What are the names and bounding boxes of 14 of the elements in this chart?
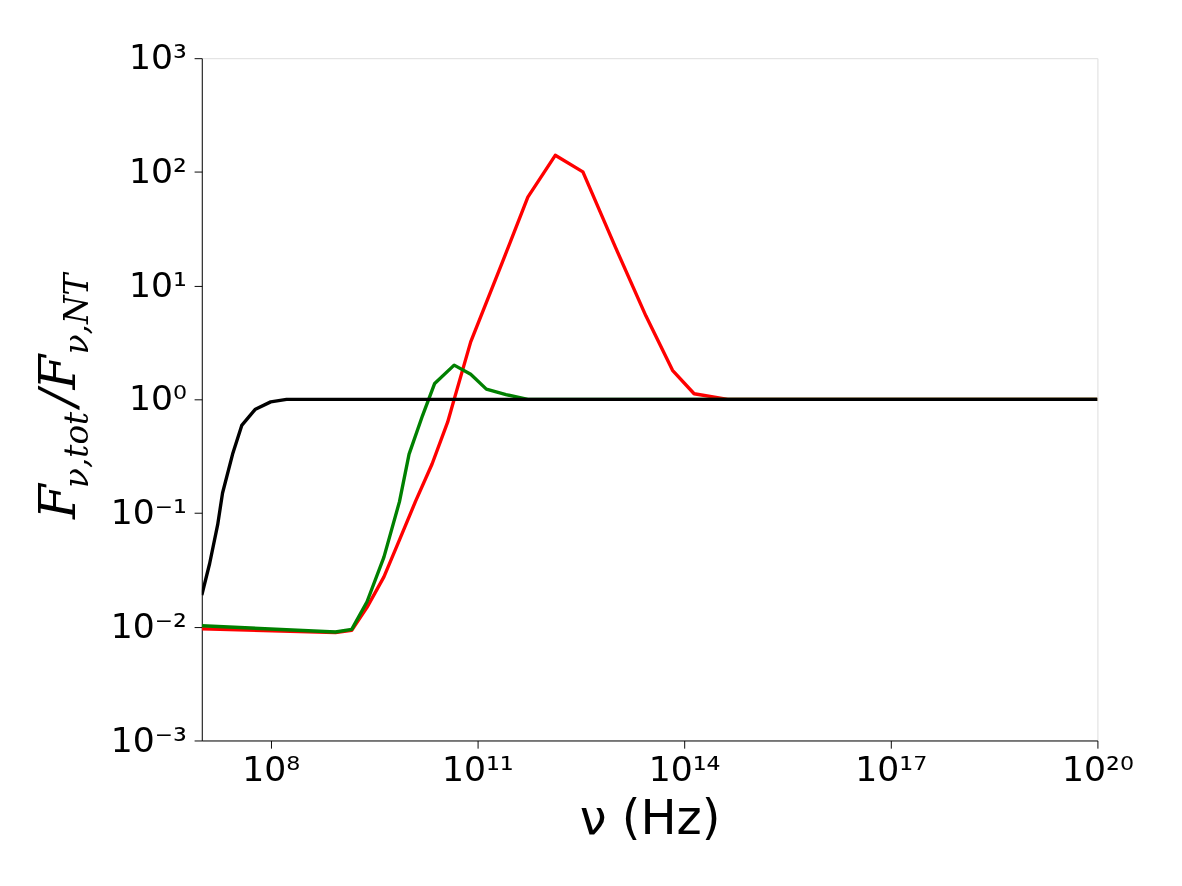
- x-tick-label: 10¹¹: [442, 749, 514, 790]
- y-tick-label: 10⁻¹: [110, 492, 187, 533]
- y-tick-label: 10²: [129, 150, 187, 191]
- x-axis-title: ν (Hz): [579, 789, 721, 846]
- x-tick-label: 10¹⁷: [855, 749, 928, 790]
- y-axis-title: Fν,tot/Fν,NT: [28, 271, 97, 520]
- y-tick-label: 10³: [129, 37, 187, 78]
- x-tick-label: 10⁸: [242, 749, 301, 790]
- y-tick-label: 10⁰: [129, 378, 187, 419]
- x-tick-label: 10²⁰: [1062, 749, 1134, 790]
- y-tick-label: 10⁻³: [110, 719, 187, 760]
- y-tick-label: 10⁻²: [110, 605, 187, 646]
- x-tick-label: 10¹⁴: [648, 749, 721, 790]
- y-tick-label: 10¹: [129, 264, 187, 305]
